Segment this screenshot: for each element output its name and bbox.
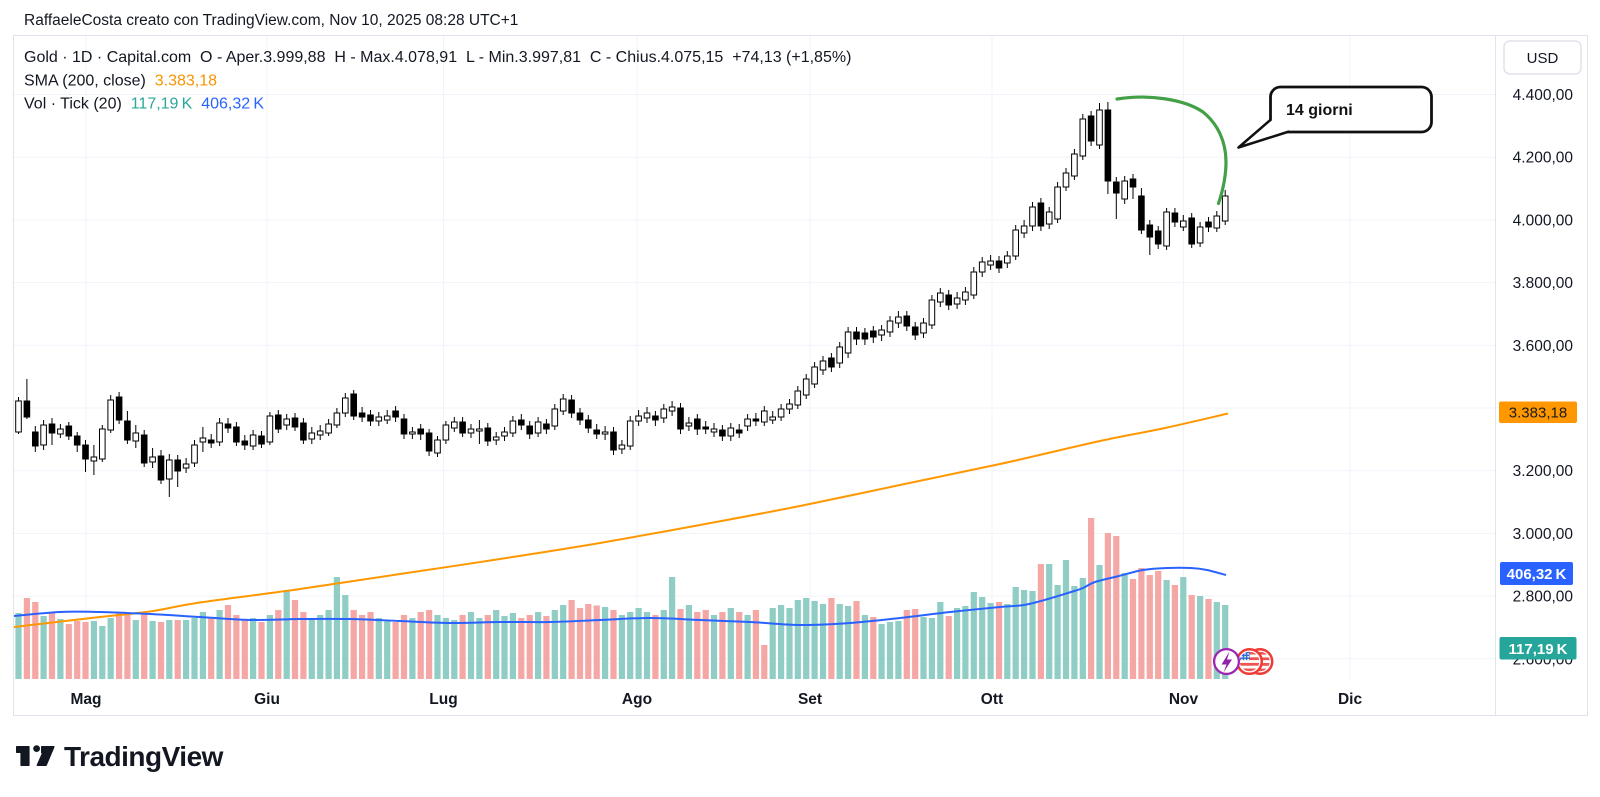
svg-text:Set: Set [798,691,822,708]
svg-text:3.000,00: 3.000,00 [1513,526,1574,543]
svg-text:RaffaeleCosta creato con Tradi: RaffaeleCosta creato con TradingView.com… [24,12,518,29]
svg-text:4.200,00: 4.200,00 [1513,150,1574,167]
svg-text:4.000,00: 4.000,00 [1513,212,1574,229]
svg-text:Mag: Mag [71,691,102,708]
svg-text:406,32 K: 406,32 K [1507,566,1567,583]
svg-text:3.383,18: 3.383,18 [1509,405,1567,422]
svg-text:3.200,00: 3.200,00 [1513,463,1574,480]
svg-text:3.800,00: 3.800,00 [1513,275,1574,292]
svg-text:3.600,00: 3.600,00 [1513,338,1574,355]
svg-text:117,19 K: 117,19 K [1509,641,1568,658]
svg-text:4.400,00: 4.400,00 [1513,87,1574,104]
svg-text:14 giorni: 14 giorni [1286,102,1353,119]
svg-text:Vol · Tick (20) 117,19 K 406: Vol · Tick (20) 117,19 K 406,32 K [24,96,264,113]
svg-text:Lug: Lug [429,691,457,708]
svg-text:Gold · 1D · Capital.com O - A: Gold · 1D · Capital.com O - Aper.3.999,8… [24,49,851,66]
svg-text:Nov: Nov [1169,691,1199,708]
svg-text:Giu: Giu [254,691,280,708]
svg-text:Ago: Ago [622,691,652,708]
svg-text:2.800,00: 2.800,00 [1513,589,1574,606]
svg-text:Dic: Dic [1338,691,1363,708]
svg-text:SMA (200, close) 3.383,18: SMA (200, close) 3.383,18 [24,73,217,90]
svg-text:TradingView: TradingView [64,741,224,772]
svg-text:USD: USD [1527,50,1559,67]
svg-text:Ott: Ott [981,691,1003,708]
